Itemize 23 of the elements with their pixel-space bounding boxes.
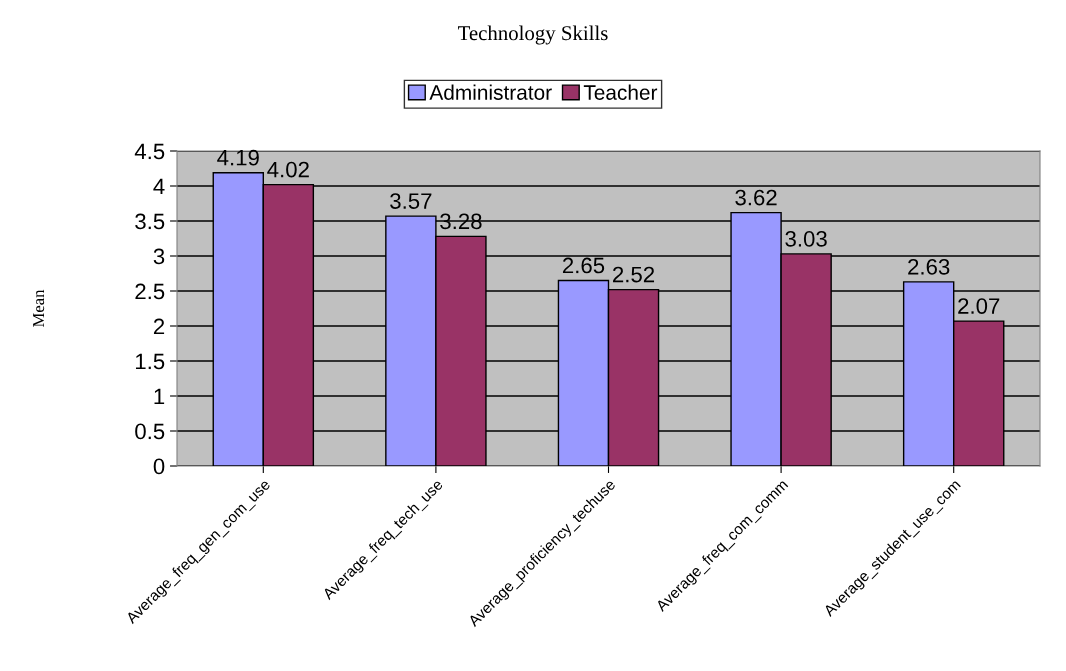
data-label: 3.03	[785, 230, 827, 247]
legend-label: Teacher	[583, 84, 658, 100]
data-label: 3.62	[735, 189, 777, 206]
y-tick-label: 3.5	[135, 213, 165, 230]
data-label: 4.02	[267, 161, 309, 178]
data-label: 2.65	[562, 257, 605, 274]
data-label: 4.19	[217, 149, 259, 166]
y-tick-label: 0.5	[135, 423, 165, 440]
data-label: 2.52	[613, 266, 655, 283]
chart-title: Technology Skills	[458, 25, 608, 45]
y-axis-title: Mean	[33, 289, 45, 327]
y-tick-label: 2.5	[135, 283, 165, 300]
y-tick-label: 4.5	[134, 143, 165, 160]
data-label: 2.07	[958, 298, 1000, 314]
y-tick-label: 4	[153, 178, 165, 195]
data-label: 2.63	[908, 258, 950, 275]
y-tick-label: 0	[153, 458, 165, 475]
y-tick-label: 3	[153, 248, 165, 265]
legend-label: Administrator	[429, 84, 552, 100]
y-tick-label: 1.5	[136, 353, 165, 370]
data-label: 3.57	[390, 193, 432, 209]
y-tick-label: 1	[154, 388, 165, 405]
y-tick-label: 2	[153, 318, 165, 335]
